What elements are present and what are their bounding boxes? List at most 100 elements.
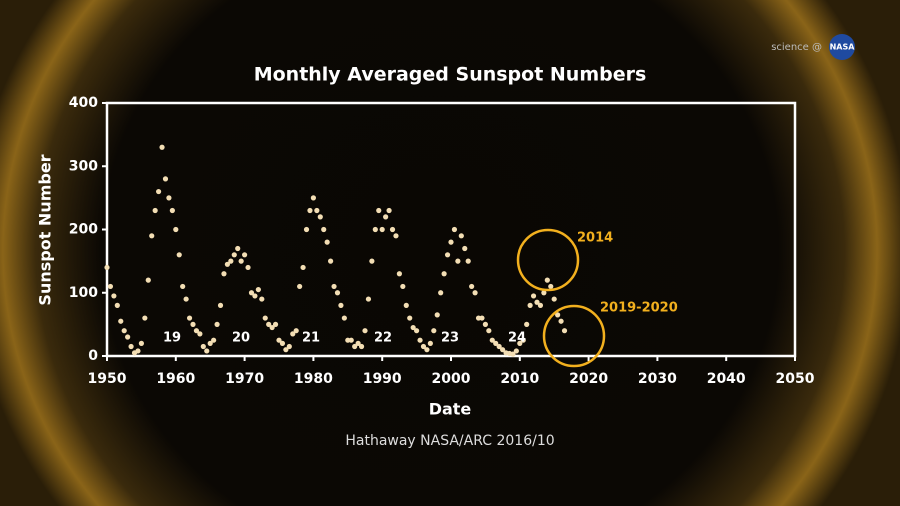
point xyxy=(272,321,279,327)
point xyxy=(252,293,258,299)
point xyxy=(235,245,241,252)
point xyxy=(389,226,396,233)
x-tick-label: 1970 xyxy=(225,371,264,387)
point xyxy=(279,340,286,346)
point xyxy=(379,226,385,233)
point xyxy=(162,176,169,182)
point xyxy=(358,343,365,350)
x-tick-label: 2020 xyxy=(569,371,608,387)
point xyxy=(513,348,519,354)
point xyxy=(321,226,327,233)
point xyxy=(455,258,461,264)
point xyxy=(142,315,148,321)
plot-frame xyxy=(105,101,797,358)
point xyxy=(376,207,382,214)
point xyxy=(156,188,162,195)
point xyxy=(307,207,313,214)
point xyxy=(510,351,516,357)
point xyxy=(527,302,533,308)
y-axis-label: Sunspot Number xyxy=(36,154,55,305)
point xyxy=(135,348,141,354)
point xyxy=(266,321,272,327)
point xyxy=(469,283,475,290)
point xyxy=(228,258,234,264)
point xyxy=(414,328,420,334)
point xyxy=(121,328,127,334)
point xyxy=(541,290,547,296)
x-tick-label: 2030 xyxy=(638,371,677,387)
point xyxy=(118,318,124,324)
point xyxy=(438,290,444,296)
point xyxy=(365,296,372,302)
point xyxy=(400,283,406,290)
point xyxy=(524,321,530,327)
point xyxy=(362,328,368,334)
x-tick-label: 2000 xyxy=(432,371,471,387)
point xyxy=(152,207,158,214)
point xyxy=(558,318,564,324)
point xyxy=(224,261,230,267)
point xyxy=(303,226,310,233)
point xyxy=(448,239,454,245)
cycle-label: 20 xyxy=(232,331,250,346)
point xyxy=(300,264,306,271)
x-tick-label: 2010 xyxy=(500,371,539,387)
point xyxy=(276,337,282,343)
point xyxy=(283,347,289,353)
point xyxy=(290,331,296,337)
point xyxy=(166,195,172,201)
point xyxy=(396,271,402,277)
point xyxy=(107,283,114,290)
y-tick-label: 100 xyxy=(69,285,98,301)
point xyxy=(331,283,337,290)
y-tick-label: 300 xyxy=(69,158,98,174)
point xyxy=(555,312,561,318)
point xyxy=(544,277,550,283)
point xyxy=(125,334,131,340)
point xyxy=(561,328,568,334)
point xyxy=(352,343,358,350)
point xyxy=(197,331,203,337)
point xyxy=(104,264,110,271)
point xyxy=(207,340,213,346)
point xyxy=(431,328,437,334)
point xyxy=(314,207,320,214)
point xyxy=(310,195,316,201)
point xyxy=(286,343,292,350)
point xyxy=(420,343,427,350)
point xyxy=(496,343,502,350)
highlight-circle xyxy=(542,304,606,368)
point xyxy=(245,264,251,271)
point xyxy=(341,315,347,321)
point xyxy=(479,315,485,321)
point xyxy=(441,271,447,277)
point xyxy=(173,226,179,233)
point xyxy=(424,347,430,353)
point xyxy=(407,315,413,321)
point xyxy=(551,296,557,302)
point xyxy=(317,214,323,220)
credit: Hathaway NASA/ARC 2016/10 xyxy=(345,433,554,449)
x-axis-label: Date xyxy=(429,400,472,419)
circle-label: 2019-2020 xyxy=(600,301,678,316)
point xyxy=(176,252,182,258)
logo-nasa: NASA xyxy=(830,43,856,52)
point xyxy=(417,337,423,343)
point xyxy=(128,343,134,350)
point xyxy=(355,340,361,346)
point xyxy=(517,340,523,346)
x-tick-label: 2040 xyxy=(707,371,746,387)
point xyxy=(393,233,399,239)
point xyxy=(211,337,217,343)
point xyxy=(269,324,275,331)
point xyxy=(149,233,155,239)
cycle-label: 22 xyxy=(374,331,392,346)
point xyxy=(465,258,471,264)
point xyxy=(138,340,144,346)
point xyxy=(297,283,303,290)
y-tick-label: 400 xyxy=(69,95,98,111)
point xyxy=(183,296,189,302)
point xyxy=(259,296,265,302)
point xyxy=(348,337,354,343)
point xyxy=(500,347,506,353)
